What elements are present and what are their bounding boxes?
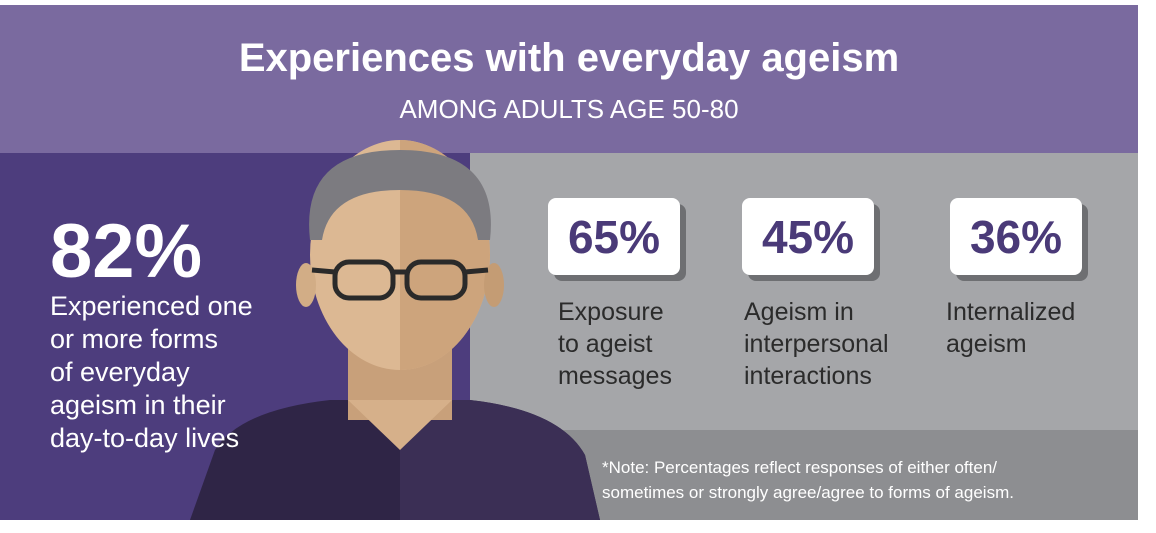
text-line: sometimes or strongly agree/agree to for… <box>602 483 1014 502</box>
text-line: to ageist <box>558 330 653 358</box>
title: Experiences with everyday ageism <box>238 36 900 80</box>
text-line: day-to-day lives <box>50 423 240 453</box>
text-line: messages <box>558 362 672 390</box>
stat-caption: Exposure to ageist messages <box>558 296 672 392</box>
text-line: *Note: Percentages reflect responses of … <box>602 458 998 477</box>
subtitle: AMONG ADULTS AGE 50-80 <box>399 94 739 124</box>
stat-caption: Internalized ageism <box>946 296 1075 360</box>
text-line: or more forms <box>50 324 219 354</box>
main-stat: 82% <box>50 209 203 294</box>
stat-card: 45% <box>742 198 874 275</box>
note: *Note: Percentages reflect responses of … <box>602 455 1014 505</box>
stat-card: 36% <box>950 198 1082 275</box>
text-line: Experienced one <box>50 291 253 321</box>
text-line: Ageism in <box>744 298 854 326</box>
text-line: ageism in their <box>50 390 226 420</box>
stat-card: 65% <box>548 198 680 275</box>
text-line: interpersonal <box>744 330 889 358</box>
text-line: ageism <box>946 330 1027 358</box>
stat-caption: Ageism in interpersonal interactions <box>744 296 889 392</box>
text-line: of everyday <box>50 357 190 387</box>
text-line: Internalized <box>946 298 1076 326</box>
text-line: interactions <box>744 362 872 390</box>
text-line: Exposure <box>558 298 664 326</box>
main-description: Experienced one or more forms of everyday a… <box>50 290 253 455</box>
